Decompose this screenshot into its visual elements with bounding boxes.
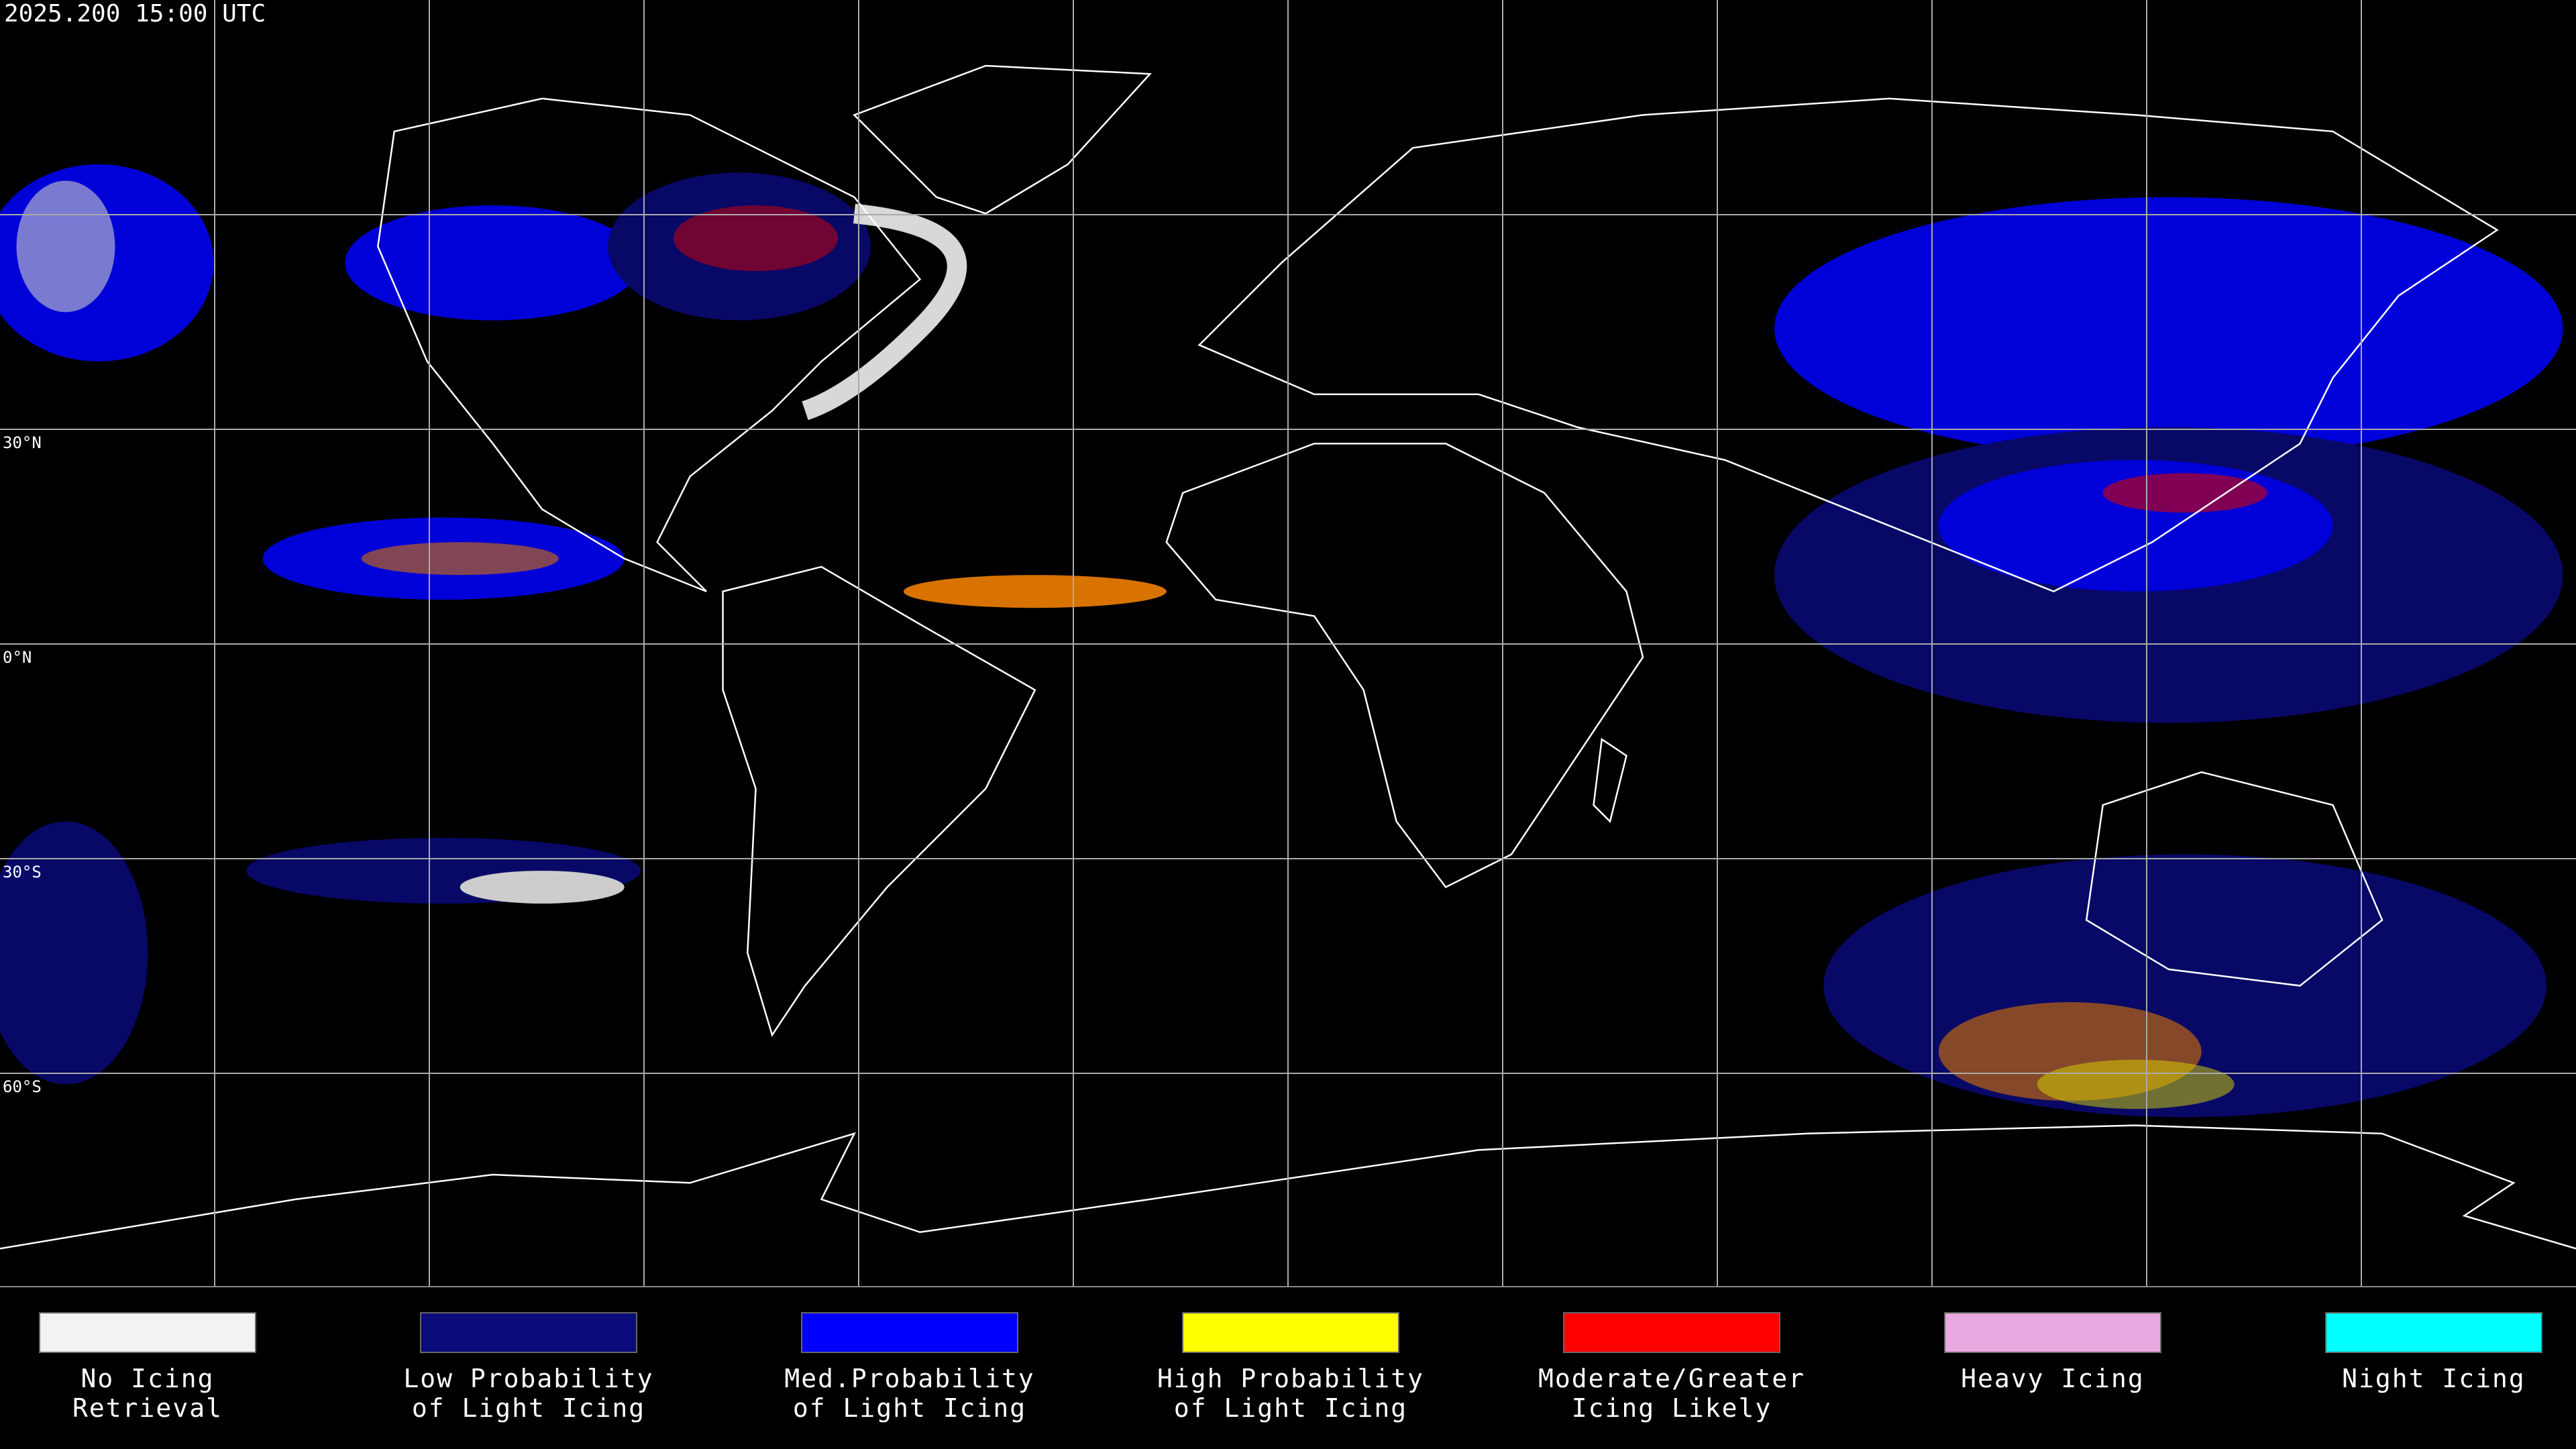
legend-label: No Icing (80, 1364, 214, 1393)
legend-swatch (1944, 1312, 2161, 1353)
legend-label: Moderate/Greater (1538, 1364, 1805, 1393)
legend-swatch (801, 1312, 1018, 1353)
legend-label: Retrieval (72, 1393, 223, 1423)
lat-label: 30°S (3, 863, 42, 881)
legend-label: of Light Icing (793, 1393, 1026, 1423)
legend-label: Low Probability (403, 1364, 653, 1393)
legend-swatch (39, 1312, 256, 1353)
coastlines (0, 66, 2576, 1248)
legend-swatch (2325, 1312, 2542, 1353)
graticule: 30°N 0°N 30°S 60°S (0, 0, 2576, 1287)
legend-swatch (420, 1312, 637, 1353)
legend-swatch (1182, 1312, 1399, 1353)
legend-label: of Light Icing (412, 1393, 645, 1423)
lat-label: 60°S (3, 1077, 42, 1096)
legend-label: Night Icing (2342, 1364, 2526, 1393)
legend-label: Icing Likely (1572, 1393, 1772, 1423)
lat-label: 0°N (3, 648, 32, 667)
legend-label: Heavy Icing (1961, 1364, 2145, 1393)
lat-label: 30°N (3, 433, 42, 452)
legend-label: of Light Icing (1174, 1393, 1407, 1423)
legend-label: Med.Probability (784, 1364, 1034, 1393)
icing-patches (0, 164, 2563, 1118)
timestamp: 2025.200 15:00 UTC (4, 0, 266, 28)
legend-swatch (1563, 1312, 1780, 1353)
legend-label: High Probability (1157, 1364, 1424, 1393)
